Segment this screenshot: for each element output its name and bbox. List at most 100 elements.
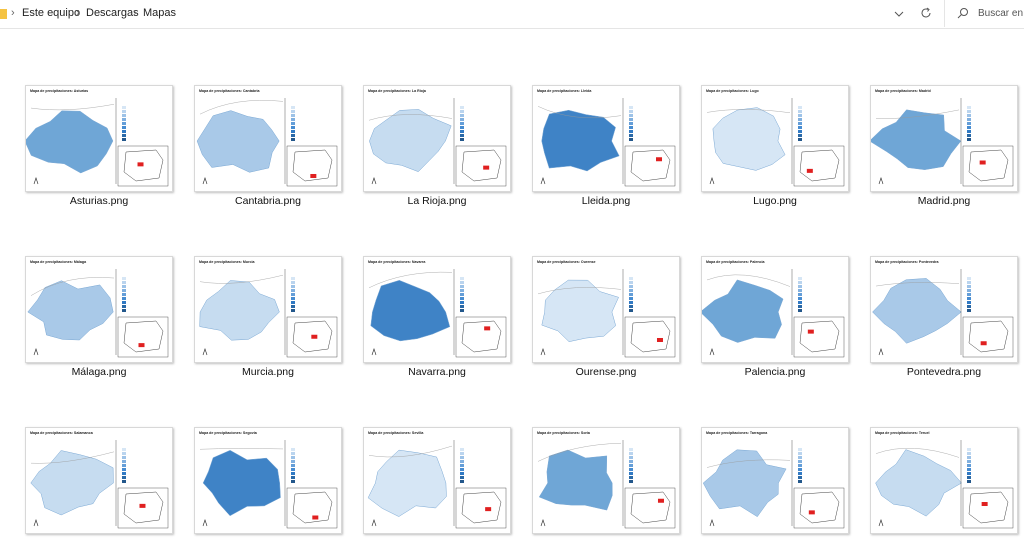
file-name: La Rioja.png [407,195,467,207]
inset-highlight [980,341,987,346]
breadcrumb[interactable]: Este equipo [22,7,81,19]
border-line [30,104,115,111]
region-shape [541,109,620,172]
legend-swatch [798,138,802,141]
north-arrow [709,348,715,356]
legend-swatch [967,468,971,471]
legend-swatch [291,281,295,284]
legend-swatch [798,126,802,129]
map-image [367,440,507,529]
region-shape [27,280,114,341]
map-image [537,440,676,529]
legend-swatch [798,285,802,288]
legend-swatch [460,118,464,121]
search-box[interactable]: Buscar en M [944,0,1024,27]
legend-swatch [291,468,295,471]
legend-swatch [291,285,295,288]
legend-swatch [629,309,633,312]
inset-highlight [137,162,144,167]
inset-highlight [806,168,813,173]
inset-highlight [807,329,814,334]
border-line [875,282,960,287]
inset-spain [461,149,502,182]
thumbnail: Mapa de precipitaciones: Ourense [532,256,680,363]
legend-swatch [122,293,126,296]
legend-swatch [798,452,802,455]
legend-swatch [460,289,464,292]
inset-highlight [483,165,490,170]
thumbnail-title: Mapa de precipitaciones: Tarragona [706,431,768,435]
legend-swatch [122,130,126,133]
map-image [368,269,507,358]
thumbnail: Mapa de precipitaciones: Navarra [363,256,511,363]
refresh-button[interactable] [919,6,933,20]
thumbnail-title: Mapa de precipitaciones: Pontevedra [875,260,939,264]
thumbnail: Mapa de precipitaciones: Málaga [25,256,173,363]
legend-swatch [629,476,633,479]
inset-spain [292,149,333,182]
legend-swatch [629,138,633,141]
thumbnail-title: Mapa de precipitaciones: Soria [537,431,590,435]
legend-swatch [291,134,295,137]
region-shape [702,449,787,518]
legend-swatch [122,285,126,288]
dropdown-button[interactable] [893,8,905,20]
legend-swatch [967,297,971,300]
legend-swatch [122,480,126,483]
breadcrumb[interactable]: Mapas [143,7,177,19]
legend-swatch [629,293,633,296]
legend-swatch [967,305,971,308]
inset-spain [630,149,671,182]
thumbnail-title: Mapa de precipitaciones: Navarra [368,260,426,264]
legend-swatch [798,122,802,125]
legend-swatch [629,305,633,308]
legend-swatch [122,297,126,300]
separator: › [133,7,137,19]
legend-swatch [291,126,295,129]
legend-swatch [967,309,971,312]
thumbnail: Mapa de precipitaciones: Teruel [870,427,1018,534]
legend-swatch [460,301,464,304]
region-shape [875,449,962,517]
legend-swatch [460,281,464,284]
legend-swatch [460,134,464,137]
border-line [875,109,960,119]
legend-swatch [291,114,295,117]
legend-swatch [460,285,464,288]
region-shape [199,280,280,341]
legend-swatch [798,464,802,467]
legend-swatch [291,452,295,455]
legend-swatch [460,460,464,463]
legend-swatch [798,472,802,475]
legend-swatch [122,289,126,292]
legend-swatch [967,476,971,479]
search-icon [957,8,968,19]
legend-swatch [798,130,802,133]
search-placeholder: Buscar en M [978,8,1024,19]
legend-swatch [967,480,971,483]
legend-swatch [629,301,633,304]
legend-swatch [460,480,464,483]
inset-spain [461,491,502,524]
thumbnail-title: Mapa de precipitaciones: Lugo [706,89,759,93]
inset-spain [968,491,1009,524]
legend-swatch [122,134,126,137]
breadcrumb[interactable]: Descargas [86,7,139,19]
legend-swatch [798,460,802,463]
north-arrow [371,519,377,527]
file-name: Asturias.png [69,195,129,207]
legend-swatch [291,293,295,296]
legend-swatch [291,476,295,479]
legend-swatch [629,448,633,451]
thumbnail-title: Mapa de precipitaciones: Madrid [875,89,931,93]
map-image [30,440,169,529]
region-shape [702,279,784,343]
border-line [368,445,453,458]
inset-spain [630,491,671,524]
north-arrow [371,348,377,356]
legend-swatch [122,472,126,475]
region-shape [370,280,451,342]
border-line [368,114,453,121]
legend-swatch [122,138,126,141]
